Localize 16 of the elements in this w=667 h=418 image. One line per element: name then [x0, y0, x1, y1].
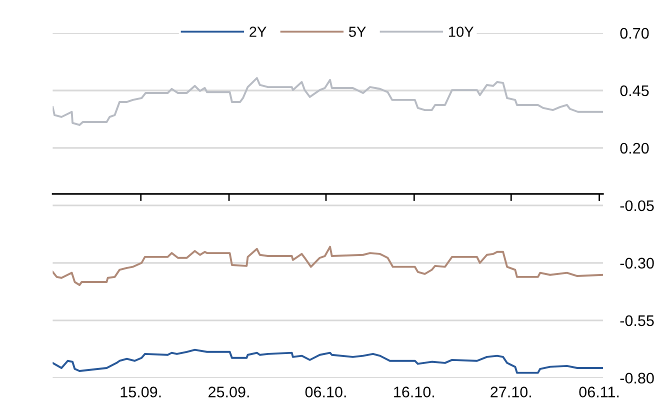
legend-label: 2Y [250, 26, 266, 37]
x-tick-label: 06.11. [579, 386, 619, 398]
x-tick-label: 27.10. [490, 386, 531, 398]
y-tick-label: -0.80 [620, 372, 654, 384]
y-tick-label: -0.30 [620, 258, 654, 269]
y-tick-label: 0.20 [620, 142, 649, 154]
x-tick-label: 15.09. [120, 386, 161, 398]
y-tick-label: -0.05 [620, 200, 654, 212]
x-tick-label: 06.10. [305, 386, 346, 398]
x-tick-label: 16.10. [394, 386, 434, 398]
y-tick-label: 0.45 [620, 85, 649, 96]
y-tick-label: 0.70 [620, 28, 649, 39]
legend-label: 5Y [348, 26, 366, 37]
legend-label: 10Y [449, 26, 474, 37]
x-tick-label: 25.09. [208, 386, 249, 398]
y-tick-label: -0.55 [620, 315, 654, 326]
